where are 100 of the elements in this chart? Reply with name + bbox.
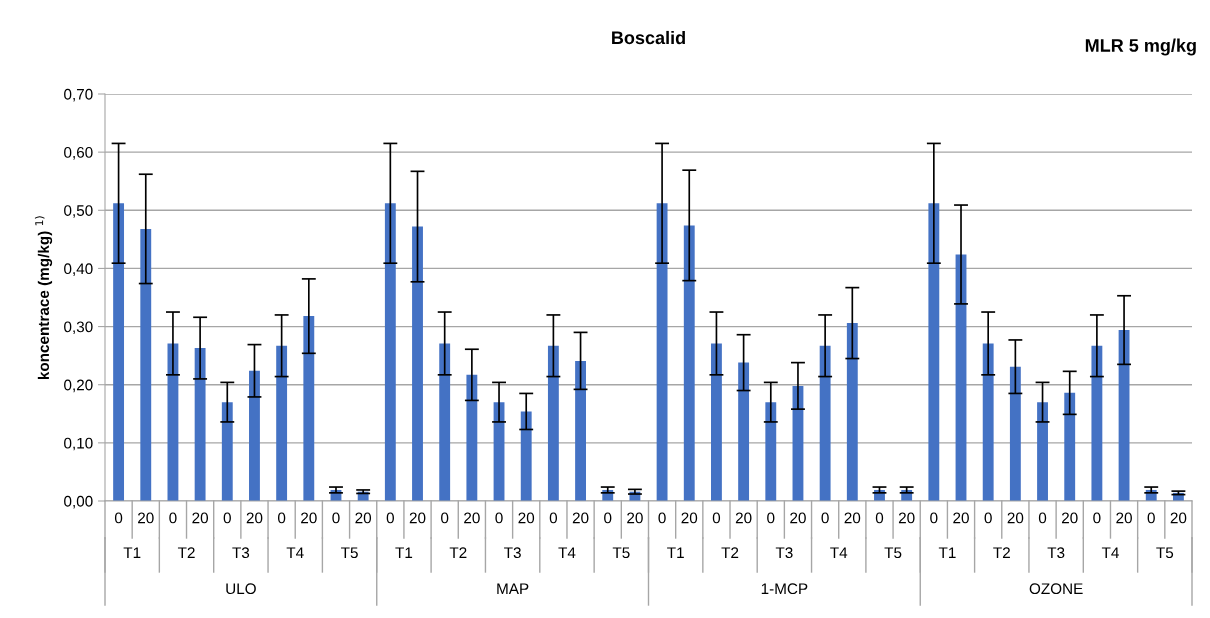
bar — [466, 374, 478, 501]
text: OZONE — [1029, 583, 1083, 595]
bar — [113, 203, 125, 501]
bar — [276, 345, 288, 501]
x-tick-label: 0 — [821, 512, 829, 524]
x-tick-label: 20 — [844, 512, 861, 524]
bar — [711, 343, 722, 501]
x-tick-label: 0 — [712, 512, 721, 524]
text: T1 — [938, 547, 956, 558]
x-tick-label: 0 — [604, 512, 612, 524]
bar — [1037, 402, 1048, 501]
x-tick-label: 0 — [1038, 512, 1047, 524]
x-tick-label: 0 — [658, 512, 666, 524]
bar — [575, 360, 586, 501]
x-tick-label: 20 — [518, 512, 535, 524]
text: T2 — [721, 547, 739, 558]
x-tick-label: 0 — [1093, 512, 1101, 524]
bar — [547, 345, 559, 501]
x-tick-label: 20 — [192, 512, 209, 524]
x-tick-label: 0 — [441, 512, 449, 524]
bar — [1064, 392, 1076, 501]
x-tick-label: 20 — [1170, 512, 1187, 524]
x-tick-label: 20 — [464, 512, 480, 524]
y-tick-label: 0,60 — [64, 147, 93, 160]
x-tick-label: 20 — [790, 512, 806, 524]
bar — [928, 203, 940, 501]
text: T2 — [177, 547, 195, 558]
y-tick-label: 0,00 — [64, 495, 93, 509]
x-tick-label: 0 — [875, 512, 884, 524]
bar — [846, 323, 858, 501]
x-tick-label: 0 — [495, 512, 503, 524]
text: T2 — [449, 547, 467, 558]
x-tick-label: 0 — [1147, 512, 1155, 524]
chart-title: Boscalid — [612, 30, 685, 45]
x-tick-label: 20 — [735, 512, 752, 524]
bar — [194, 348, 206, 501]
text: T4 — [830, 547, 848, 558]
x-tick-label: 20 — [138, 512, 154, 524]
x-tick-label: 20 — [627, 512, 643, 524]
y-axis-title: koncentrace (mg/kg) $^{1)}$ — [34, 216, 53, 380]
text: T3 — [775, 547, 793, 559]
bar — [819, 345, 831, 501]
x-tick-label: 0 — [984, 512, 992, 524]
bar — [249, 370, 260, 501]
x-tick-label: 20 — [246, 512, 263, 524]
x-tick-label: 0 — [767, 512, 775, 524]
x-tick-label: 20 — [898, 512, 915, 524]
x-tick-label: 20 — [1007, 512, 1024, 524]
bar — [439, 343, 451, 501]
x-tick-label: 20 — [953, 512, 969, 524]
bar — [765, 402, 777, 501]
text: 1-MCP — [761, 583, 808, 595]
bar — [738, 362, 750, 501]
x-tick-label: 20 — [572, 512, 589, 524]
text: T5 — [1156, 547, 1174, 559]
text: T3 — [1047, 547, 1065, 559]
bar — [656, 203, 668, 501]
text: T4 — [1101, 547, 1119, 558]
text: T4 — [286, 547, 304, 558]
bar — [303, 316, 315, 501]
y-tick-label: 0,70 — [64, 88, 93, 102]
chart-subtitle: MLR 5 mg/kg — [1085, 38, 1196, 56]
text: T1 — [123, 547, 141, 558]
y-tick-label: 0,20 — [64, 379, 93, 393]
text: ULO — [226, 583, 256, 595]
text: T3 — [232, 547, 250, 559]
x-tick-label: 0 — [930, 512, 938, 524]
x-tick-label: 0 — [223, 512, 231, 524]
text: MAP — [497, 583, 529, 594]
bar — [520, 411, 532, 501]
y-tick-label: 0,50 — [64, 205, 93, 218]
text: T1 — [667, 547, 684, 558]
text: T1 — [395, 547, 413, 558]
x-tick-label: 20 — [1061, 512, 1078, 524]
x-tick-label: 0 — [386, 512, 394, 524]
x-tick-label: 0 — [332, 512, 340, 524]
x-tick-label: 20 — [301, 512, 317, 524]
bar — [982, 343, 994, 501]
text: T5 — [884, 547, 902, 559]
bar — [1009, 366, 1021, 501]
text: T5 — [612, 547, 630, 559]
bar — [140, 228, 152, 501]
x-tick-label: 20 — [355, 512, 372, 524]
y-tick-label: 0,10 — [64, 437, 93, 451]
x-tick-label: 20 — [409, 512, 426, 524]
bar — [412, 226, 423, 501]
text: T2 — [993, 547, 1010, 558]
bar — [1091, 345, 1103, 501]
text: T3 — [504, 547, 521, 559]
bar — [221, 402, 233, 501]
x-tick-label: 0 — [277, 512, 286, 524]
bar — [384, 203, 396, 501]
y-tick-label: 0,40 — [64, 263, 93, 276]
x-tick-label: 20 — [1116, 512, 1132, 524]
x-tick-label: 0 — [549, 512, 558, 524]
bar — [683, 225, 695, 501]
x-tick-label: 0 — [114, 512, 123, 524]
text: T5 — [341, 547, 358, 559]
x-tick-label: 20 — [681, 512, 698, 524]
x-tick-label: 0 — [169, 512, 177, 524]
